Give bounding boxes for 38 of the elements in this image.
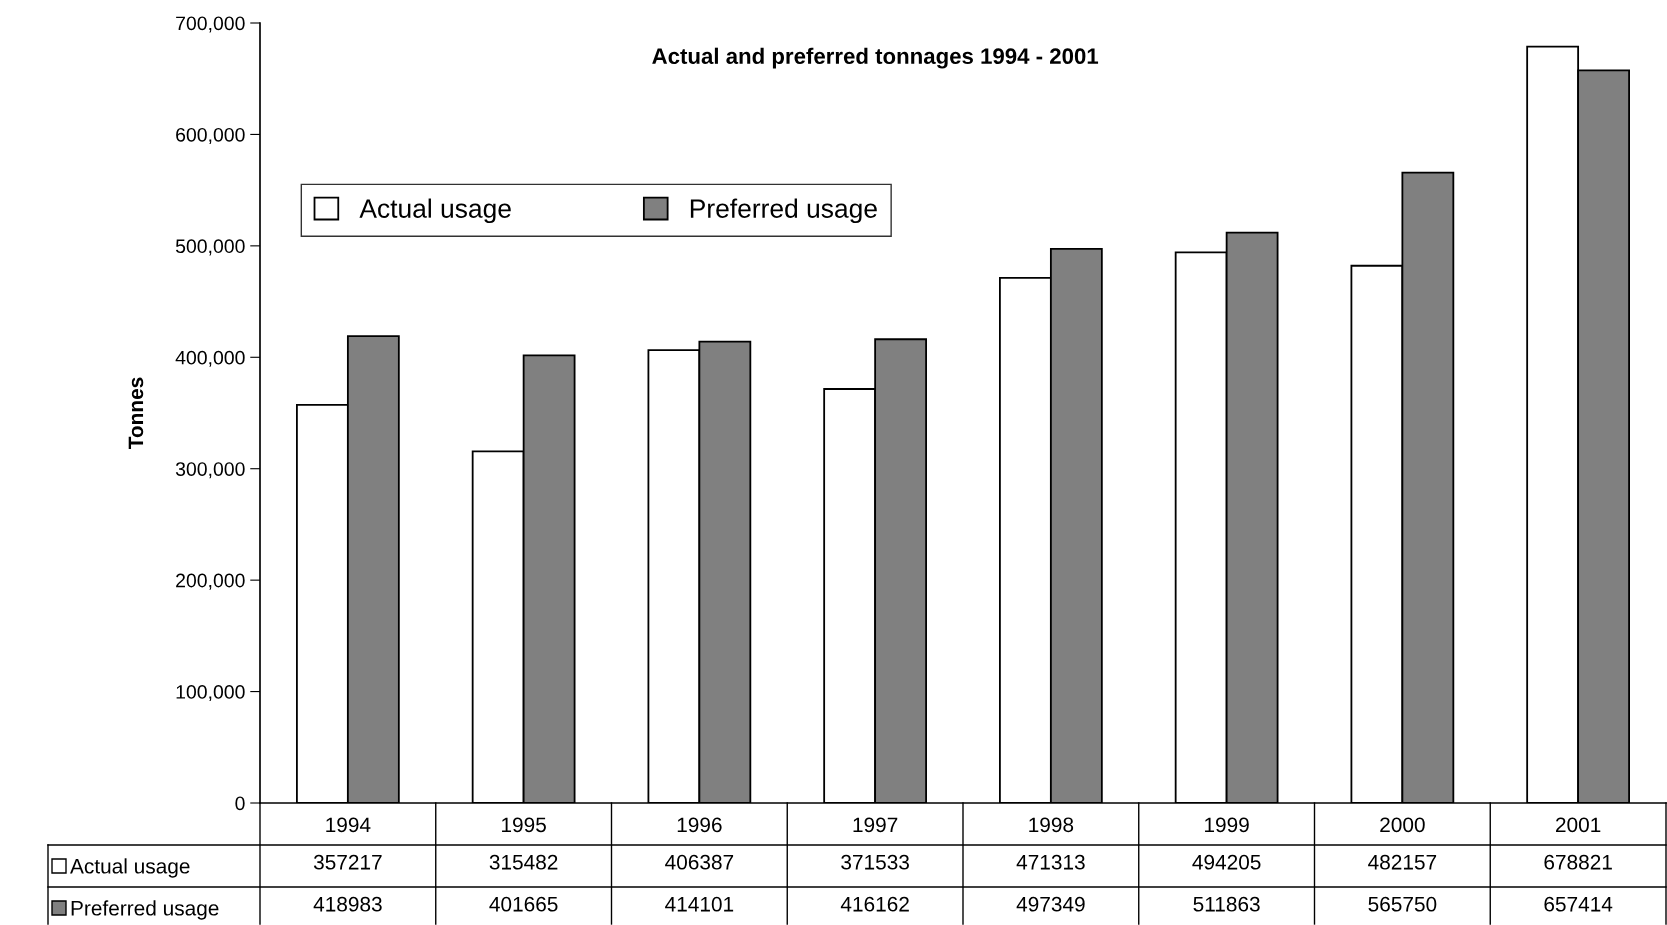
data-label: 471313 [1016,854,1085,870]
legend-label: Preferred usage [690,198,877,224]
legend-label: Actual usage [359,198,511,224]
x-tick-label: 1999 [1205,817,1249,833]
y-tick-label: 0 [235,796,245,811]
data-label: 497349 [1016,896,1085,912]
data-label: 418983 [313,896,382,912]
y-tick-label: 700,000 [176,16,245,33]
data-label: 371533 [841,854,909,870]
data-label: 482157 [1368,854,1437,870]
y-tick-label: 400,000 [175,350,245,367]
y-tick-label: 200,000 [176,573,245,590]
x-tick-label: 1996 [677,817,722,833]
data-label: 401665 [489,896,558,912]
data-label: 565750 [1368,896,1437,912]
data-label: 315482 [489,854,558,870]
text: Actual and preferred tonnages 1994 - 2001 [652,47,1099,69]
y-tick-label: 500,000 [175,239,245,256]
x-tick-label: 1994 [326,817,371,833]
y-tick-label: 100,000 [176,685,245,702]
data-label: 406387 [665,854,734,870]
x-tick-label: 2001 [1556,817,1601,833]
y-tick-label: 300,000 [175,462,245,479]
data-label: 678821 [1544,854,1612,870]
x-tick-label: 1997 [853,817,898,833]
data-label: 494205 [1192,854,1261,870]
data-label: 657414 [1544,896,1613,912]
data-label: 357217 [313,854,382,870]
x-tick-label: 1998 [1029,817,1074,833]
x-tick-label: 1995 [502,817,546,833]
text: Actual usage [70,858,190,878]
data-label: 511863 [1193,896,1260,912]
data-label: 414101 [665,896,734,912]
data-label: 416162 [840,896,909,912]
y-axis-title: Tonnes [128,377,144,450]
x-tick-label: 2000 [1380,817,1425,833]
y-tick-label: 600,000 [176,127,245,144]
text: Preferred usage [71,900,219,920]
